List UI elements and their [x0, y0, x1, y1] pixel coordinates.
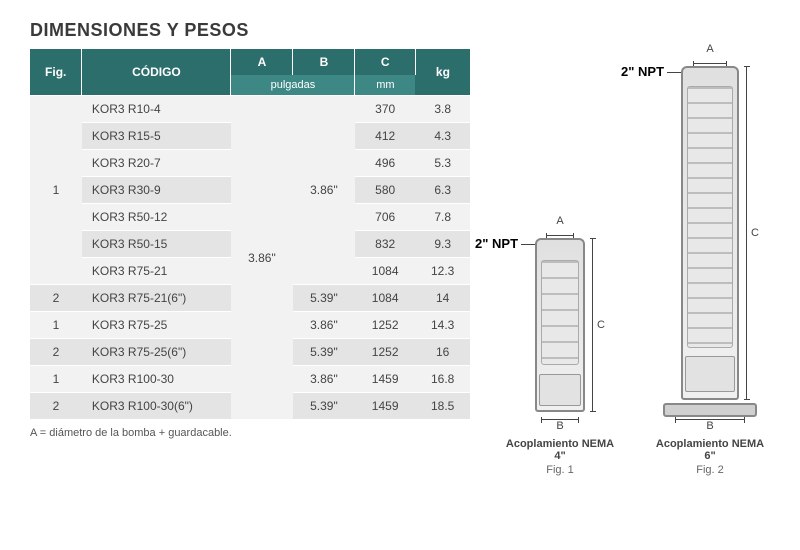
- npt-label-2: 2" NPT: [621, 64, 664, 79]
- cell-code: KOR3 R10-4: [82, 96, 231, 123]
- cell-code: KOR3 R50-12: [82, 204, 231, 231]
- cell-c: 1252: [355, 312, 415, 339]
- footnote: A = diámetro de la bomba + guardacable.: [30, 427, 470, 439]
- cell-b: 3.86": [293, 96, 355, 285]
- dim-c-line: [592, 238, 593, 412]
- cell-kg: 14: [415, 285, 470, 312]
- cell-fig: 1: [30, 312, 82, 339]
- fig1-subcaption: Fig. 1: [500, 464, 620, 476]
- dim-b-line: [675, 419, 745, 420]
- cell-code: KOR3 R75-25: [82, 312, 231, 339]
- dim-a-label: A: [706, 43, 713, 55]
- cell-kg: 4.3: [415, 123, 470, 150]
- dim-b-label: B: [500, 420, 620, 432]
- cell-kg: 16: [415, 339, 470, 366]
- cell-a: 3.86": [231, 96, 293, 420]
- cell-code: KOR3 R20-7: [82, 150, 231, 177]
- col-kg: kg: [415, 49, 470, 96]
- cell-c: 1252: [355, 339, 415, 366]
- dim-b-line: [541, 419, 579, 420]
- figures-panel: A 2" NPT C B Acoplamiento NEMA 4" Fig. 1…: [500, 49, 770, 476]
- fig2-caption: Acoplamiento NEMA 6": [650, 438, 770, 462]
- col-b: B: [293, 49, 355, 75]
- flange-6in: [663, 403, 757, 417]
- col-c: C: [355, 49, 415, 75]
- pump-4in: 2" NPT C: [535, 238, 585, 412]
- col-a: A: [231, 49, 293, 75]
- cell-b: 5.39": [293, 393, 355, 420]
- cell-fig: 2: [30, 339, 82, 366]
- cell-code: KOR3 R30-9: [82, 177, 231, 204]
- pump-6in: 2" NPT C: [681, 66, 739, 400]
- cell-code: KOR3 R50-15: [82, 231, 231, 258]
- cell-code: KOR3 R75-21: [82, 258, 231, 285]
- cell-kg: 3.8: [415, 96, 470, 123]
- cell-kg: 9.3: [415, 231, 470, 258]
- cell-kg: 12.3: [415, 258, 470, 285]
- cell-kg: 7.8: [415, 204, 470, 231]
- dim-b-label: B: [650, 420, 770, 432]
- dimensions-table: Fig. CÓDIGO A B C kg pulgadas mm 1 KOR3 …: [30, 49, 470, 419]
- figure-2: A 2" NPT C B Acoplamiento NEMA 6" Fig. 2: [650, 49, 770, 476]
- dim-c-line: [746, 66, 747, 400]
- cell-c: 370: [355, 96, 415, 123]
- cell-c: 496: [355, 150, 415, 177]
- cell-kg: 16.8: [415, 366, 470, 393]
- cell-code: KOR3 R100-30(6"): [82, 393, 231, 420]
- npt-line-icon: [521, 244, 535, 245]
- cell-kg: 5.3: [415, 150, 470, 177]
- dim-a-label: A: [556, 215, 563, 227]
- table-row: 1 KOR3 R10-4 3.86" 3.86" 370 3.8: [30, 96, 470, 123]
- cell-kg: 18.5: [415, 393, 470, 420]
- page-title: DIMENSIONES Y PESOS: [30, 20, 770, 41]
- col-fig: Fig.: [30, 49, 82, 96]
- figure-1: A 2" NPT C B Acoplamiento NEMA 4" Fig. 1: [500, 221, 620, 476]
- cell-c: 1459: [355, 393, 415, 420]
- dim-a-line: [546, 235, 574, 236]
- cell-c: 412: [355, 123, 415, 150]
- cell-fig: 2: [30, 285, 82, 312]
- npt-label-1: 2" NPT: [475, 236, 518, 251]
- fig1-caption: Acoplamiento NEMA 4": [500, 438, 620, 462]
- dim-c-label: C: [597, 319, 605, 331]
- col-codigo: CÓDIGO: [82, 49, 231, 96]
- cell-c: 1459: [355, 366, 415, 393]
- cell-c: 1084: [355, 258, 415, 285]
- cell-c: 706: [355, 204, 415, 231]
- dim-c-label: C: [751, 227, 759, 239]
- sub-pulgadas: pulgadas: [231, 75, 355, 96]
- cell-fig: 1: [30, 366, 82, 393]
- cell-b: 3.86": [293, 312, 355, 339]
- cell-code: KOR3 R15-5: [82, 123, 231, 150]
- cell-code: KOR3 R75-25(6"): [82, 339, 231, 366]
- cell-c: 832: [355, 231, 415, 258]
- cell-fig: 2: [30, 393, 82, 420]
- cell-kg: 14.3: [415, 312, 470, 339]
- cell-c: 1084: [355, 285, 415, 312]
- cell-b: 3.86": [293, 366, 355, 393]
- cell-code: KOR3 R75-21(6"): [82, 285, 231, 312]
- dim-a-line: [693, 63, 727, 64]
- cell-b: 5.39": [293, 285, 355, 312]
- cell-code: KOR3 R100-30: [82, 366, 231, 393]
- sub-mm: mm: [355, 75, 415, 96]
- cell-c: 580: [355, 177, 415, 204]
- npt-line-icon: [667, 72, 681, 73]
- cell-fig: 1: [30, 96, 82, 285]
- fig2-subcaption: Fig. 2: [650, 464, 770, 476]
- cell-b: 5.39": [293, 339, 355, 366]
- cell-kg: 6.3: [415, 177, 470, 204]
